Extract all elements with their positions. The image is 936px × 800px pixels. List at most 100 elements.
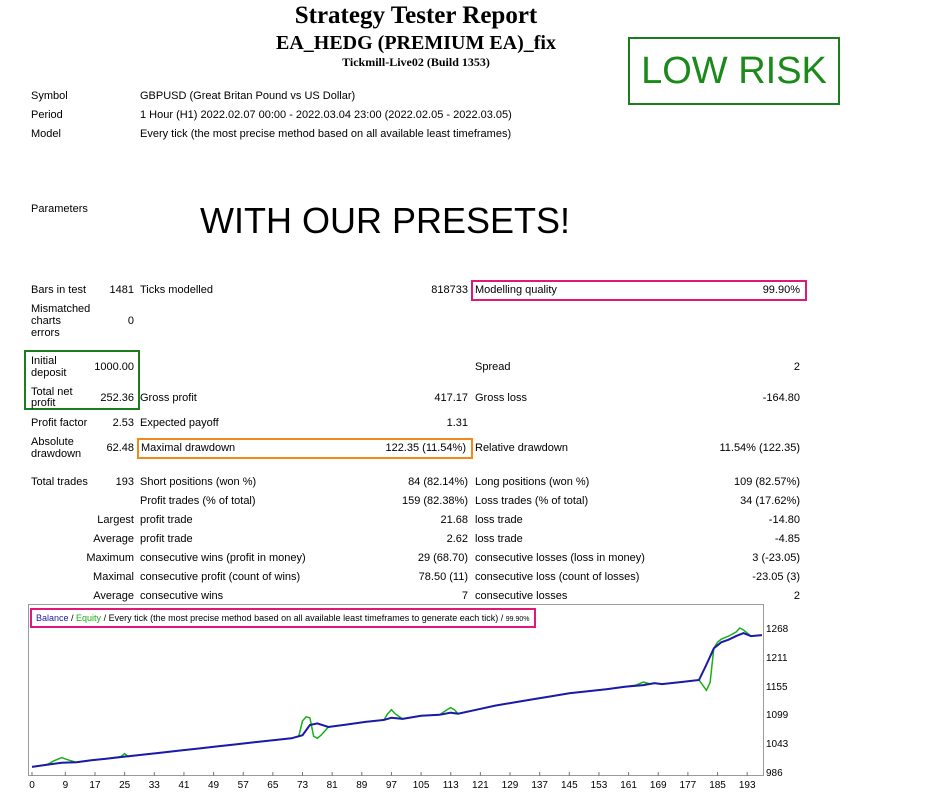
lt-label: Loss trades (% of total) <box>475 495 589 507</box>
x-tick-label: 9 <box>62 780 69 791</box>
avg-cl-label: consecutive losses <box>475 590 568 602</box>
deposit-profit-highlight <box>24 350 140 410</box>
x-tick-label: 49 <box>208 780 220 791</box>
balance-chart <box>28 604 764 776</box>
maximal-drawdown-highlight <box>137 438 473 459</box>
x-tick-label: 193 <box>738 780 756 791</box>
largest-pt-label: profit trade <box>140 514 193 526</box>
grossprofit-value: 417.17 <box>434 392 468 404</box>
mismatch-value: 0 <box>127 315 134 327</box>
y-tick-label: 1155 <box>766 681 788 693</box>
grossloss-label: Gross loss <box>475 392 527 404</box>
grossprofit-label: Gross profit <box>140 392 197 404</box>
quality-value: 99.90% <box>762 284 800 296</box>
symbol-label: Symbol <box>31 90 68 102</box>
y-tick-label: 1099 <box>766 710 789 722</box>
x-tick-label: 89 <box>356 780 368 791</box>
short-label: Short positions (won %) <box>140 476 257 488</box>
x-tick-label: 81 <box>326 780 338 791</box>
largest-lt-label: loss trade <box>475 514 523 526</box>
equity-series-line <box>31 627 763 768</box>
avg-cl-value: 2 <box>793 590 800 602</box>
x-tick-label: 41 <box>178 780 190 791</box>
y-tick-label: 986 <box>766 768 783 779</box>
x-tick-label: 57 <box>237 780 249 791</box>
absdd-value: 62.48 <box>106 442 134 454</box>
deposit-label-1: Initial <box>31 355 57 367</box>
x-tick-label: 121 <box>472 780 489 791</box>
spread-label: Spread <box>475 361 511 373</box>
largest-label: Largest <box>97 514 134 526</box>
x-tick-label: 169 <box>649 780 667 791</box>
x-tick-label: 17 <box>89 780 101 791</box>
largest-lt-value: -14.80 <box>768 514 800 526</box>
max-cl-label: consecutive losses (loss in money) <box>475 552 645 564</box>
symbol-value: GBPUSD (Great Britan Pound vs US Dollar) <box>140 90 356 102</box>
balance-series-line <box>31 632 763 768</box>
trades-label: Total trades <box>31 476 88 488</box>
maximal-label: Maximal <box>93 571 134 583</box>
lt-value: 34 (17.62%) <box>740 495 800 507</box>
mismatch-label-2: charts <box>31 315 61 327</box>
ticks-label: Ticks modelled <box>140 284 213 296</box>
modelling-quality-highlight <box>471 280 807 301</box>
x-tick-label: 73 <box>296 780 309 791</box>
average-pt-value: 2.62 <box>446 533 468 545</box>
maxdd-value: 122.35 (11.54%) <box>385 442 466 454</box>
long-value: 109 (82.57%) <box>733 476 800 488</box>
y-tick-label: 1043 <box>766 738 789 750</box>
mxl-cp-value: 78.50 (11) <box>418 571 468 583</box>
reldd-label: Relative drawdown <box>475 442 568 454</box>
deposit-label-2: deposit <box>31 367 67 379</box>
x-tick-label: 145 <box>560 780 578 791</box>
average-lt-label: loss trade <box>475 533 523 545</box>
mismatch-label-1: Mismatched <box>31 303 91 315</box>
average2-label: Average <box>93 590 134 602</box>
low-risk-banner: LOW RISK <box>628 37 840 105</box>
reldd-value: 11.54% (122.35) <box>719 442 800 454</box>
presets-overlay-text: WITH OUR PRESETS! <box>200 200 571 241</box>
chart-legend: Balance / Equity / Every tick (the most … <box>30 608 536 628</box>
x-tick-label: 177 <box>679 780 697 791</box>
pf-label: Profit factor <box>31 417 88 429</box>
absdd-label-2: drawdown <box>31 448 82 460</box>
parameters-label: Parameters <box>31 203 88 215</box>
legend-description: / Every tick (the most precise method ba… <box>101 613 506 623</box>
y-tick-label: 1268 <box>766 624 789 635</box>
report-server: Tickmill-Live02 (Build 1353) <box>342 55 490 69</box>
mxl-cl-label: consecutive loss (count of losses) <box>475 571 640 583</box>
quality-label: Modelling quality <box>475 284 557 296</box>
x-tick-label: 185 <box>709 780 726 791</box>
x-tick-label: 153 <box>590 780 608 791</box>
netprofit-label-2: profit <box>31 397 56 409</box>
bars-value: 1481 <box>109 284 134 296</box>
max-cw-value: 29 (68.70) <box>417 552 468 564</box>
model-value: Every tick (the most precise method base… <box>140 128 512 140</box>
max-cw-label: consecutive wins (profit in money) <box>140 552 306 564</box>
x-tick-label: 137 <box>531 780 548 791</box>
x-tick-label: 161 <box>620 780 637 791</box>
y-tick-label: 1211 <box>766 653 788 665</box>
mxl-cl-value: -23.05 (3) <box>752 571 800 583</box>
report-subtitle: EA_HEDG (PREMIUM EA)_fix <box>276 32 556 54</box>
ep-value: 1.31 <box>446 417 468 429</box>
report-title: Strategy Tester Report <box>294 2 538 29</box>
model-label: Model <box>31 128 61 140</box>
period-value: 1 Hour (H1) 2022.02.07 00:00 - 2022.03.0… <box>140 109 512 121</box>
x-tick-label: 129 <box>501 780 519 791</box>
largest-pt-value: 21.68 <box>440 514 468 526</box>
avg-cw-value: 7 <box>461 590 468 602</box>
x-tick-label: 25 <box>119 780 131 791</box>
avg-cw-label: consecutive wins <box>140 590 224 602</box>
mismatch-label-3: errors <box>31 327 60 339</box>
netprofit-value: 252.36 <box>100 392 134 404</box>
x-tick-label: 0 <box>29 780 35 791</box>
deposit-value: 1000.00 <box>94 361 134 373</box>
netprofit-label-1: Total net <box>31 386 73 398</box>
ep-label: Expected payoff <box>140 417 219 429</box>
mxl-cp-label: consecutive profit (count of wins) <box>140 571 301 583</box>
pf-value: 2.53 <box>112 417 134 429</box>
x-tick-label: 97 <box>385 780 397 791</box>
average-pt-label: profit trade <box>140 533 193 545</box>
